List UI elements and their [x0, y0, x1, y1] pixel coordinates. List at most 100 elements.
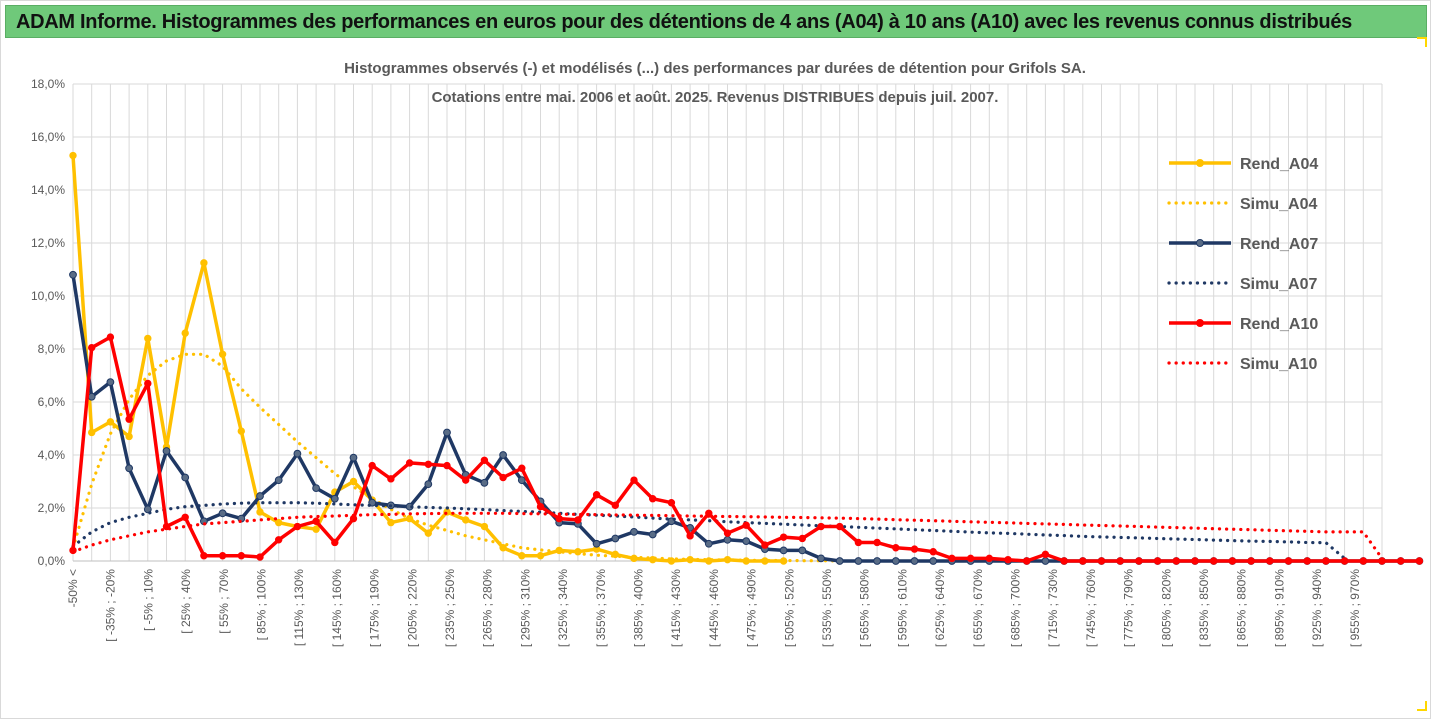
rend-a07-point — [143, 505, 152, 514]
rend-a10-point — [873, 538, 881, 547]
rend-a04-point — [499, 544, 507, 552]
rend-a10-point — [1210, 557, 1218, 565]
x-tick-label: [ 475% ; 490% — [745, 569, 759, 647]
x-tick-label: [ 415% ; 430% — [669, 569, 683, 647]
rend-a10-point — [1284, 557, 1293, 565]
rend-a10-point — [106, 333, 115, 341]
rend-a07-point — [630, 527, 638, 536]
rend-a10-point — [630, 476, 638, 484]
resize-handle-bottom-right[interactable] — [1417, 701, 1427, 711]
x-tick-label: [ 445% ; 460% — [707, 569, 721, 647]
x-tick-label: [ 835% ; 850% — [1197, 569, 1211, 647]
rend-a07-point — [106, 378, 115, 387]
rend-a07-point — [723, 535, 732, 544]
rend-a10-point — [742, 521, 750, 529]
x-tick-label: [ 685% ; 700% — [1009, 569, 1023, 647]
rend-a10-point — [649, 495, 657, 503]
simu-a04-line — [71, 352, 842, 563]
y-tick-label: 18,0% — [31, 77, 65, 91]
rend-a10-point — [723, 529, 732, 537]
x-tick-label: [ 865% ; 880% — [1235, 569, 1249, 647]
rend-a10-point — [293, 522, 302, 531]
rend-a07-point — [256, 492, 264, 500]
simu-a10-line — [71, 511, 1384, 561]
rend-a07-point — [704, 539, 713, 548]
x-tick-label: [ 925% ; 940% — [1310, 569, 1324, 647]
rend-a07-point — [330, 494, 339, 503]
x-tick-label: [ 355% ; 370% — [594, 569, 608, 647]
rend-a10-point — [518, 464, 526, 472]
x-tick-label: [ -35% ; -20% — [104, 569, 118, 642]
page-title: ADAM Informe. Histogrammes des performan… — [16, 11, 1352, 33]
resize-handle-top-right[interactable] — [1417, 37, 1427, 47]
rend-a10-point — [237, 552, 246, 560]
rend-a10-point — [798, 534, 806, 543]
rend-a07-point — [424, 480, 433, 489]
legend-label-rend-a07: Rend_A07 — [1240, 236, 1318, 253]
rend-a04-point — [125, 432, 133, 441]
rend-a10-point — [1322, 557, 1330, 565]
y-tick-label: 16,0% — [31, 130, 65, 144]
rend-a04-point — [424, 529, 432, 537]
rend-a04-point — [106, 418, 115, 426]
chart-title-line: Cotations entre mai. 2006 et août. 2025.… — [432, 89, 999, 106]
rend-a10-point — [817, 522, 825, 531]
rend-a07-point — [891, 557, 900, 565]
x-tick-label: [ 55% ; 70% — [217, 569, 231, 634]
rend-a10-point — [611, 501, 619, 510]
rend-a07-point — [742, 537, 751, 546]
rend-a07-point — [1041, 557, 1050, 565]
rend-a04-point — [237, 427, 246, 435]
rend-a04-point — [181, 329, 189, 337]
rend-a10-point — [1041, 550, 1050, 559]
x-tick-label: [ 655% ; 670% — [971, 569, 985, 647]
rend-a07-point — [218, 509, 227, 518]
legend-label-rend-a10: Rend_A10 — [1240, 316, 1318, 333]
chart-title-line: Histogrammes observés (-) et modélisés (… — [344, 60, 1086, 77]
rend-a10-point — [667, 499, 676, 507]
rend-a07-point — [854, 557, 863, 565]
rend-a07-point — [835, 557, 844, 565]
rend-a10-point — [218, 552, 227, 560]
rend-a10-point — [125, 415, 133, 423]
x-tick-label: [ 745% ; 760% — [1084, 569, 1098, 647]
rend-a10-point — [686, 532, 694, 540]
rend-a10-point — [1079, 557, 1087, 565]
rend-a10-point — [88, 343, 96, 352]
rend-a10-point — [1004, 555, 1012, 564]
rend-a10-point — [200, 552, 208, 560]
rend-a10-point — [368, 461, 376, 470]
rend-a10-point — [574, 516, 582, 524]
rend-a10-point — [1172, 557, 1181, 565]
rend-a04-point — [275, 518, 283, 527]
x-tick-label: [ 205% ; 220% — [405, 569, 419, 647]
rend-a10-point — [181, 513, 189, 521]
x-tick-label: [ 565% ; 580% — [858, 569, 872, 647]
rend-a07-point — [817, 554, 825, 563]
rend-a10-point — [405, 459, 414, 467]
rend-a10-point — [1135, 557, 1143, 565]
rend-a04-point — [144, 334, 152, 343]
x-tick-label: [ 115% ; 130% — [292, 569, 306, 646]
x-tick-label: [ 25% ; 40% — [179, 569, 193, 634]
rend-a10-point — [536, 502, 545, 511]
rend-a10-point — [1247, 557, 1255, 565]
rend-a07-point — [480, 478, 489, 487]
rend-a10-point — [1116, 557, 1124, 565]
y-tick-label: 14,0% — [31, 183, 65, 197]
legend-marker-rend-a10 — [1196, 319, 1204, 327]
x-tick-label: [ 715% ; 730% — [1046, 569, 1060, 647]
rend-a07-point — [873, 557, 881, 565]
simu-a07-line — [71, 501, 1347, 561]
rend-a10-point — [462, 476, 470, 484]
rend-a07-point — [274, 476, 283, 485]
rend-a10-point — [910, 545, 919, 553]
rend-a10-point — [892, 544, 900, 552]
rend-a10-point — [1191, 557, 1199, 565]
rend-a10-point — [480, 456, 489, 464]
rend-a10-point — [1097, 557, 1106, 565]
x-tick-label: [ 385% ; 400% — [632, 569, 646, 647]
y-tick-label: 4,0% — [38, 448, 66, 462]
x-tick-label: [ 805% ; 820% — [1159, 569, 1173, 647]
